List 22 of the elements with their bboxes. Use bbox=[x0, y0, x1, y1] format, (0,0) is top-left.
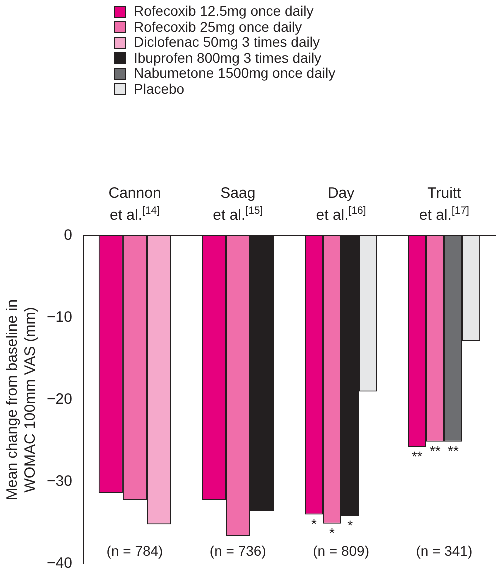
legend-label: Placebo bbox=[134, 80, 185, 97]
y-tick-label: −30 bbox=[46, 473, 72, 490]
y-axis-title: Mean change from baseline in WOMAC 100mm VAS (mm) bbox=[4, 300, 40, 500]
y-tick-label: −40 bbox=[46, 555, 72, 572]
data-label: * bbox=[348, 517, 354, 534]
y-tick-label: 0 bbox=[64, 227, 72, 244]
legend-label: Rofecoxib 25mg once daily bbox=[134, 18, 302, 35]
legend-label: Ibuprofen 800mg 3 times daily bbox=[134, 50, 322, 66]
legend-label: Nabumetone 1500mg once daily bbox=[134, 65, 336, 82]
y-tick-label: −20 bbox=[46, 391, 72, 408]
annotation: (n = 784) bbox=[106, 543, 164, 559]
y-tick-label: −10 bbox=[46, 309, 72, 326]
data-label: ** bbox=[412, 448, 424, 465]
data-label: * bbox=[311, 516, 318, 532]
data-label: * bbox=[330, 524, 336, 541]
legend-label: Rofecoxib 12.5mg once daily bbox=[134, 3, 314, 20]
data-label: ** bbox=[448, 442, 460, 459]
legend-label: Diclofenac 50mg 3 times daily bbox=[134, 34, 320, 50]
annotation: (n = 341) bbox=[416, 543, 473, 559]
annotation: (n = 809) bbox=[313, 543, 370, 559]
data-label: ** bbox=[430, 442, 442, 459]
annotation: (n = 736) bbox=[210, 543, 266, 559]
